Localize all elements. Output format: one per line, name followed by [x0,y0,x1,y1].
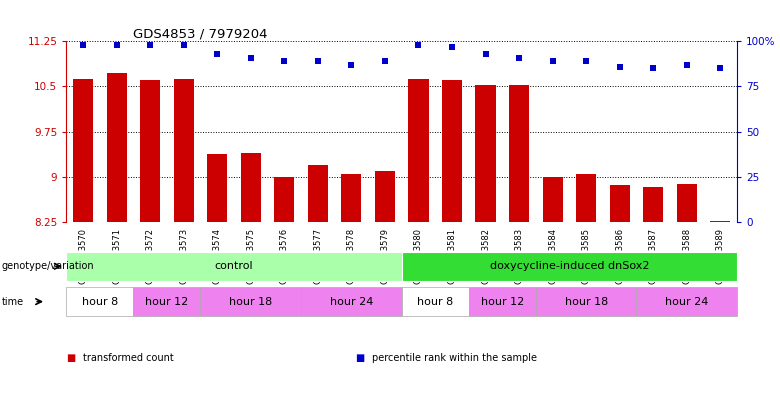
Bar [66,252,402,281]
Bar [402,287,469,316]
Bar [469,287,536,316]
Text: doxycycline-induced dnSox2: doxycycline-induced dnSox2 [490,261,649,271]
Bar [73,79,93,222]
Text: ■: ■ [66,353,76,363]
Bar [711,221,730,222]
Bar [610,185,629,222]
Text: hour 12: hour 12 [145,297,189,307]
Bar [677,184,697,222]
Text: time: time [2,297,23,307]
Bar [174,79,193,222]
Bar [301,287,402,316]
Bar [241,153,261,222]
Text: control: control [215,261,254,271]
Bar [275,177,294,222]
Text: transformed count: transformed count [83,353,174,363]
Text: hour 12: hour 12 [480,297,524,307]
Bar [207,154,227,222]
Text: genotype/variation: genotype/variation [2,261,94,271]
Text: hour 8: hour 8 [417,297,453,307]
Bar [543,177,562,222]
Bar [409,79,428,222]
Bar [140,81,160,222]
Bar [200,287,301,316]
Text: hour 18: hour 18 [229,297,272,307]
Text: hour 24: hour 24 [665,297,708,307]
Text: hour 24: hour 24 [330,297,373,307]
Bar [308,165,328,222]
Bar [636,287,737,316]
Bar [476,85,495,222]
Bar [576,174,596,222]
Bar [342,174,361,222]
Bar [133,287,200,316]
Bar [644,187,663,222]
Text: percentile rank within the sample: percentile rank within the sample [372,353,537,363]
Text: hour 18: hour 18 [565,297,608,307]
Text: hour 8: hour 8 [82,297,118,307]
Text: GDS4853 / 7979204: GDS4853 / 7979204 [133,27,268,40]
Bar [375,171,395,222]
Text: ■: ■ [355,353,364,363]
Bar [402,252,737,281]
Bar [107,73,126,222]
Bar [66,287,133,316]
Bar [442,81,462,222]
Bar [536,287,636,316]
Bar [509,85,529,222]
